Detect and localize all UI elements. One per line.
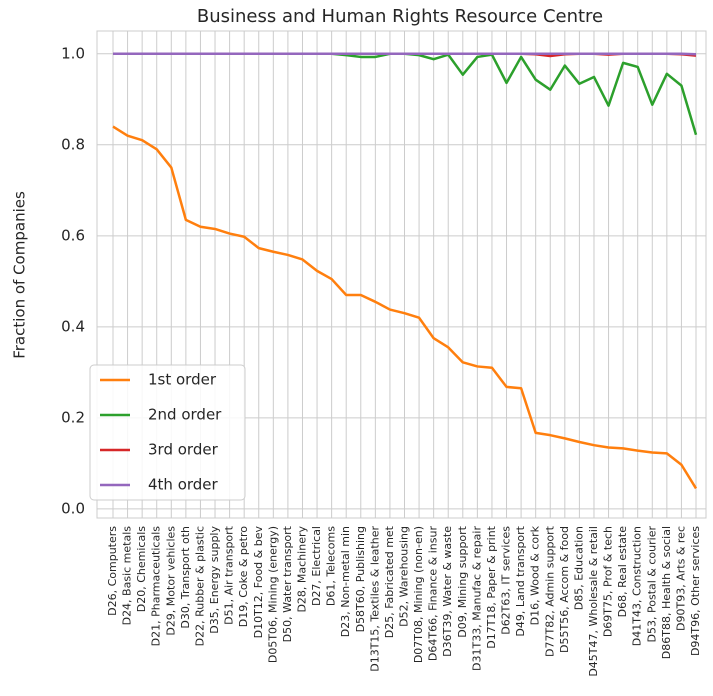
chart-title: Business and Human Rights Resource Centr… [197, 6, 603, 27]
x-tick-label: D55T56, Accom & food [558, 526, 571, 653]
x-tick-label: D41T43, Construction [631, 526, 644, 646]
x-tick-label: D23, Non-metal min [339, 526, 352, 637]
x-tick-label: D45T47, Wholesale & retail [587, 526, 600, 677]
x-tick-label: D26, Computers [106, 526, 119, 616]
x-tick-label: D25, Fabricated met [383, 525, 396, 638]
x-tick-label: D20, Chemicals [135, 526, 148, 612]
y-tick-label: 0.2 [61, 408, 85, 426]
x-tick-label: D52, Warehousing [398, 526, 411, 627]
y-tick-label: 0.8 [61, 135, 85, 153]
x-tick-label: D19, Coke & petro [237, 526, 250, 628]
x-tick-label: D09, Mining support [456, 525, 469, 637]
x-tick-label: D68, Real estate [616, 526, 629, 618]
x-tick-label: D07T08, Mining (non-en) [412, 526, 425, 663]
x-tick-label: D35, Energy supply [208, 526, 221, 634]
x-tick-label: D10T12, Food & bev [252, 526, 265, 639]
legend-label: 4th order [148, 476, 219, 494]
x-tick-label: D53, Postal & courier [645, 526, 658, 643]
x-tick-label: D28, Machinery [295, 526, 308, 613]
x-tick-label: D21, Pharmaceuticals [150, 526, 163, 647]
legend-label: 1st order [148, 371, 217, 389]
x-tick-label: D85, Education [572, 526, 585, 610]
x-tick-label: D27, Electrical [310, 526, 323, 606]
x-tick-label: D94T96, Other services [689, 526, 702, 656]
x-tick-label: D64T66, Finance & insur [427, 526, 440, 662]
y-tick-label: 0.4 [61, 317, 85, 335]
x-tick-label: D36T39, Water & waste [441, 526, 454, 657]
x-tick-label: D58T60, Publishing [354, 526, 367, 632]
x-tick-label: D16, Wood & cork [529, 525, 542, 625]
x-tick-label: D22, Rubber & plastic [193, 526, 206, 646]
y-tick-label: 0.0 [61, 499, 85, 517]
y-axis-label: Fraction of Companies [11, 191, 29, 359]
line-series [112, 125, 698, 490]
x-tick-label: D31T33, Manufac & repair [470, 526, 483, 671]
x-tick-label: D30, Transport oth [179, 526, 192, 629]
x-tick-label: D05T06, Mining (energy) [266, 526, 279, 663]
x-tick-label: D13T15, Textiles & leather [368, 526, 381, 672]
x-tick-label: D49, Land transport [514, 525, 527, 636]
x-tick-label: D50, Water transport [281, 525, 294, 642]
x-tick-label: D86T88, Health & social [660, 526, 673, 659]
legend-label: 3rd order [148, 441, 219, 459]
x-tick-label: D17T18, Paper & print [485, 525, 498, 648]
x-tick-label: D51, Air transport [223, 525, 236, 625]
x-tick-label: D29, Motor vehicles [164, 526, 177, 636]
x-tick-label: D69T75, Prof & tech [602, 526, 615, 637]
legend-box [89, 364, 246, 501]
y-tick-label: 1.0 [61, 44, 85, 62]
x-tick-label: D77T82, Admin support [543, 525, 556, 657]
x-tick-label: D90T93, Arts & rec [674, 526, 687, 631]
legend-label: 2nd order [148, 406, 222, 424]
x-tick-label: D24, Basic metals [121, 526, 134, 626]
x-tick-label: D62T63, IT services [500, 526, 513, 635]
y-tick-label: 0.6 [61, 226, 85, 244]
x-tick-label: D61, Telecoms [325, 526, 338, 606]
